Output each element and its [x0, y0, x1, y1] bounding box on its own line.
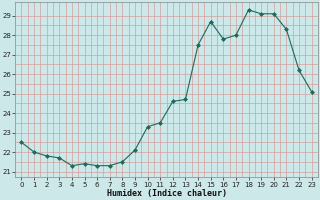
- X-axis label: Humidex (Indice chaleur): Humidex (Indice chaleur): [107, 189, 227, 198]
